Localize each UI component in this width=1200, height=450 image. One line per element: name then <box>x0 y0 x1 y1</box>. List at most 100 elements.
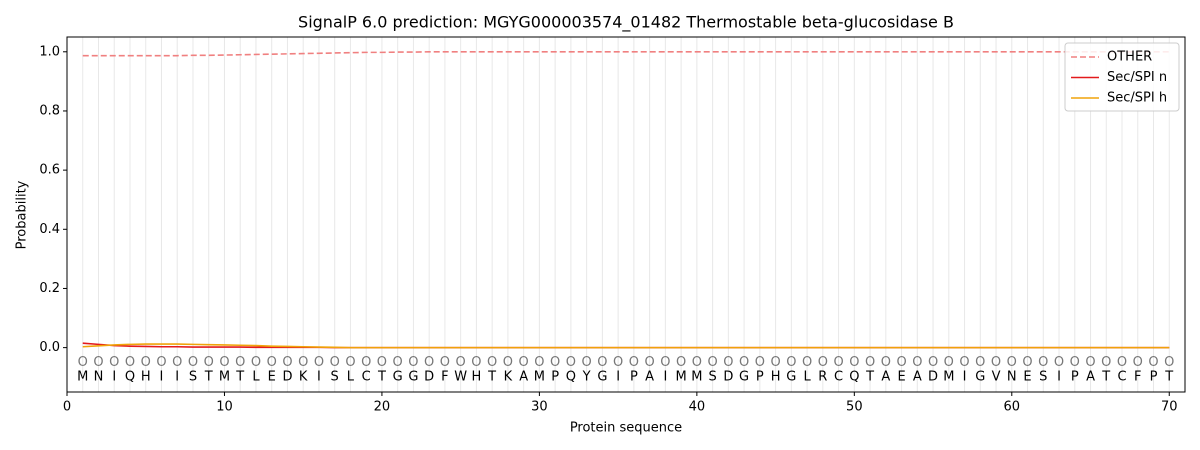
residue-label: M <box>676 370 687 385</box>
residue-label: M <box>943 370 954 385</box>
region-label: O <box>519 355 529 370</box>
y-tick-label: 1.0 <box>39 44 60 59</box>
series-line <box>82 343 1170 349</box>
region-label: O <box>377 355 387 370</box>
residue-label: N <box>1007 370 1017 385</box>
residue-label: A <box>913 370 922 385</box>
region-label: O <box>330 355 340 370</box>
residue-label: L <box>252 370 260 385</box>
region-label: O <box>629 355 639 370</box>
residue-label: T <box>865 370 874 385</box>
residue-label: G <box>975 370 985 385</box>
residue-label: Q <box>566 370 576 385</box>
residue-label: S <box>708 370 716 385</box>
residue-label: I <box>112 370 116 385</box>
residue-label: P <box>630 370 638 385</box>
residue-label: E <box>1023 370 1031 385</box>
region-label: O <box>613 355 623 370</box>
region-label: O <box>1133 355 1143 370</box>
region-label: O <box>156 355 166 370</box>
residue-label: M <box>534 370 545 385</box>
region-label: O <box>802 355 812 370</box>
region-label: O <box>597 355 607 370</box>
residue-label: E <box>268 370 276 385</box>
x-tick-label: 20 <box>374 400 391 415</box>
residue-label: F <box>441 370 448 385</box>
region-label: O <box>1054 355 1064 370</box>
residue-label: C <box>1117 370 1126 385</box>
region-label: O <box>1117 355 1127 370</box>
region-label: O <box>393 355 403 370</box>
residue-label: L <box>347 370 355 385</box>
region-label: O <box>125 355 135 370</box>
region-label: O <box>440 355 450 370</box>
region-label: O <box>865 355 875 370</box>
x-tick-label: 50 <box>846 400 863 415</box>
region-label: O <box>645 355 655 370</box>
region-label: O <box>582 355 592 370</box>
residue-label: D <box>282 370 292 385</box>
residue-label: W <box>454 370 467 385</box>
region-label: O <box>896 355 906 370</box>
y-tick-label: 0.2 <box>39 281 60 296</box>
region-label: O <box>550 355 560 370</box>
residue-label: D <box>928 370 938 385</box>
residue-label: G <box>408 370 418 385</box>
residue-label: P <box>756 370 764 385</box>
region-label: O <box>566 355 576 370</box>
region-label: O <box>755 355 765 370</box>
region-label: O <box>424 355 434 370</box>
region-label: O <box>93 355 103 370</box>
residue-label: N <box>94 370 104 385</box>
region-label: O <box>78 355 88 370</box>
residue-label: D <box>723 370 733 385</box>
region-label: O <box>912 355 922 370</box>
residue-label: A <box>645 370 654 385</box>
region-label: O <box>361 355 371 370</box>
residue-label: T <box>235 370 244 385</box>
region-label: O <box>534 355 544 370</box>
region-label: O <box>282 355 292 370</box>
region-label: O <box>408 355 418 370</box>
legend-label: Sec/SPI n <box>1107 70 1167 85</box>
region-label: O <box>770 355 780 370</box>
region-label: O <box>1148 355 1158 370</box>
region-label: O <box>1022 355 1032 370</box>
region-label: O <box>204 355 214 370</box>
region-label: O <box>959 355 969 370</box>
x-tick-label: 0 <box>63 400 71 415</box>
region-label: O <box>172 355 182 370</box>
series-line <box>82 50 1170 57</box>
region-label: O <box>739 355 749 370</box>
residue-label: T <box>1101 370 1110 385</box>
residue-label: I <box>616 370 620 385</box>
legend-label: Sec/SPI h <box>1107 91 1167 106</box>
residue-label: D <box>424 370 434 385</box>
residue-label: I <box>963 370 967 385</box>
region-label: O <box>267 355 277 370</box>
residue-label: S <box>1039 370 1047 385</box>
region-label: O <box>660 355 670 370</box>
region-label: O <box>991 355 1001 370</box>
y-tick-label: 0.0 <box>39 340 60 355</box>
x-tick-label: 30 <box>531 400 548 415</box>
residue-label: I <box>1057 370 1061 385</box>
region-label: O <box>235 355 245 370</box>
region-label: O <box>219 355 229 370</box>
residue-label: A <box>1086 370 1095 385</box>
residue-label: P <box>1071 370 1079 385</box>
region-label: O <box>786 355 796 370</box>
residue-label: T <box>377 370 386 385</box>
residue-label: P <box>1150 370 1158 385</box>
region-label: O <box>881 355 891 370</box>
residue-label: G <box>739 370 749 385</box>
residue-label: H <box>472 370 482 385</box>
region-label: O <box>1070 355 1080 370</box>
region-label: O <box>849 355 859 370</box>
residue-label: Q <box>125 370 135 385</box>
y-tick-label: 0.8 <box>39 103 60 118</box>
residue-label: Y <box>582 370 591 385</box>
residue-label: C <box>362 370 371 385</box>
residue-label: G <box>786 370 796 385</box>
